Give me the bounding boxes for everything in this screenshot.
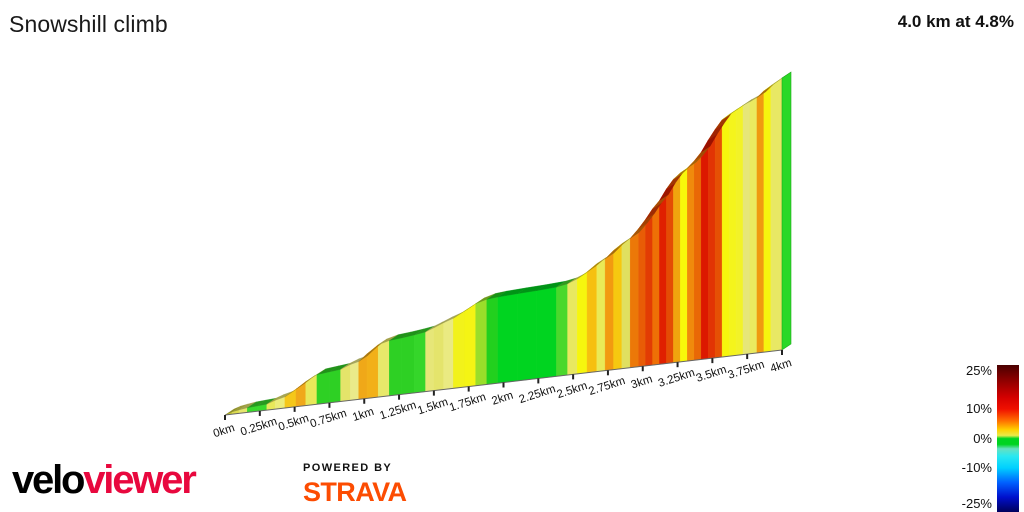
axis-label-14: 3.5km <box>695 364 729 385</box>
axis-label-5: 1.25km <box>378 399 418 422</box>
logo-velo-text: velo <box>12 458 85 502</box>
profile-slice <box>377 340 390 398</box>
profile-slice <box>464 303 476 388</box>
profile-slice <box>728 109 737 357</box>
profile-slice <box>742 101 751 355</box>
axis-label-10: 2.5km <box>555 380 589 401</box>
axis-label-8: 2km <box>490 390 514 408</box>
profile-slice <box>567 278 578 376</box>
profile-slice <box>749 97 758 354</box>
profile-slice <box>556 283 568 377</box>
gradient-slices <box>224 77 783 416</box>
profile-slice <box>596 258 606 372</box>
profile-slice <box>340 364 351 402</box>
axis-label-6: 1.5km <box>416 396 450 417</box>
legend-tick-3: -10% <box>961 459 992 475</box>
profile-slice <box>770 77 783 352</box>
profile-slice <box>443 317 454 390</box>
profile-slice <box>305 374 318 406</box>
profile-slice <box>701 139 709 360</box>
branding-footer: veloviewer POWERED BY STRAVA <box>0 452 460 512</box>
header-bar: Snowshill climb 4.0 km at 4.8% <box>0 0 1024 48</box>
powered-by-label: POWERED BY <box>303 462 393 474</box>
profile-slice <box>673 172 681 363</box>
profile-slice <box>645 208 653 367</box>
profile-slice <box>613 243 623 370</box>
profile-slice <box>350 361 359 401</box>
profile-slice <box>453 310 465 389</box>
profile-slice <box>659 188 667 365</box>
profile-slice <box>497 293 518 384</box>
profile-slice <box>621 238 631 369</box>
profile-slice <box>401 334 415 395</box>
profile-slice <box>756 90 765 354</box>
page-title: Snowshill climb <box>9 11 168 37</box>
profile-slice <box>714 119 723 359</box>
profile-slice <box>604 249 614 371</box>
axis-label-9: 2.25km <box>518 383 558 406</box>
profile-slice <box>630 228 639 368</box>
profile-slice <box>652 199 660 366</box>
axis-label-2: 0.5km <box>277 412 311 433</box>
logo-viewer-text: viewer <box>83 458 197 502</box>
profile-slice <box>433 322 444 391</box>
profile-slice <box>486 296 499 385</box>
profile-slice <box>687 160 695 362</box>
profile-slice <box>680 167 688 363</box>
profile-slice <box>389 337 403 397</box>
profile-slice <box>536 286 557 379</box>
veloviewer-logo: veloviewer <box>12 458 197 502</box>
profile-slice <box>425 327 435 392</box>
profile-slice <box>517 290 538 382</box>
profile-slice <box>316 371 330 405</box>
profile-slice <box>707 128 716 359</box>
profile-slice <box>329 369 341 404</box>
axis-label-7: 1.75km <box>448 391 488 414</box>
axis-label-13: 3.25km <box>657 367 697 390</box>
axis-label-0: 0km <box>212 422 236 440</box>
profile-slice <box>414 331 426 394</box>
profile-slice <box>475 299 487 386</box>
powered-by-strava: POWERED BY STRAVA <box>303 462 407 507</box>
profile-slice <box>694 151 702 361</box>
profile-slice <box>577 271 588 375</box>
profile-slice <box>735 104 744 356</box>
axis-label-11: 2.75km <box>587 375 627 398</box>
profile-top-edge <box>224 71 792 416</box>
axis-label-1: 0.25km <box>239 416 279 439</box>
axis-label-4: 1km <box>351 406 375 424</box>
legend-tick-4: -25% <box>961 496 992 511</box>
profile-slice <box>763 85 772 353</box>
axis-label-16: 4km <box>769 357 793 375</box>
legend-tick-0: 25% <box>965 363 992 378</box>
gradient-color-bar <box>997 365 1019 512</box>
climb-summary-stats: 4.0 km at 4.8% <box>897 12 1014 31</box>
profile-slice <box>586 263 597 373</box>
elevation-profile-chart: 0km 0.25km 0.5km 0.75km 1km 1.25km 1.5km 1.75km… <box>0 40 940 460</box>
axis-label-12: 3km <box>630 373 654 391</box>
profile-end-face <box>781 71 792 351</box>
profile-slice <box>666 178 674 364</box>
legend-tick-2: 0% <box>973 430 992 446</box>
axis-label-15: 3.75km <box>726 359 766 382</box>
strava-wordmark: STRAVA <box>303 477 407 507</box>
legend-tick-1: 10% <box>965 401 992 417</box>
gradient-legend: 25% 10% 0% -10% -25% <box>930 363 1024 512</box>
profile-slice <box>638 218 646 367</box>
axis-tick-marks <box>224 350 783 420</box>
profile-slice <box>721 114 730 358</box>
axis-label-3: 0.75km <box>309 407 349 430</box>
profile-right-face <box>781 71 792 351</box>
